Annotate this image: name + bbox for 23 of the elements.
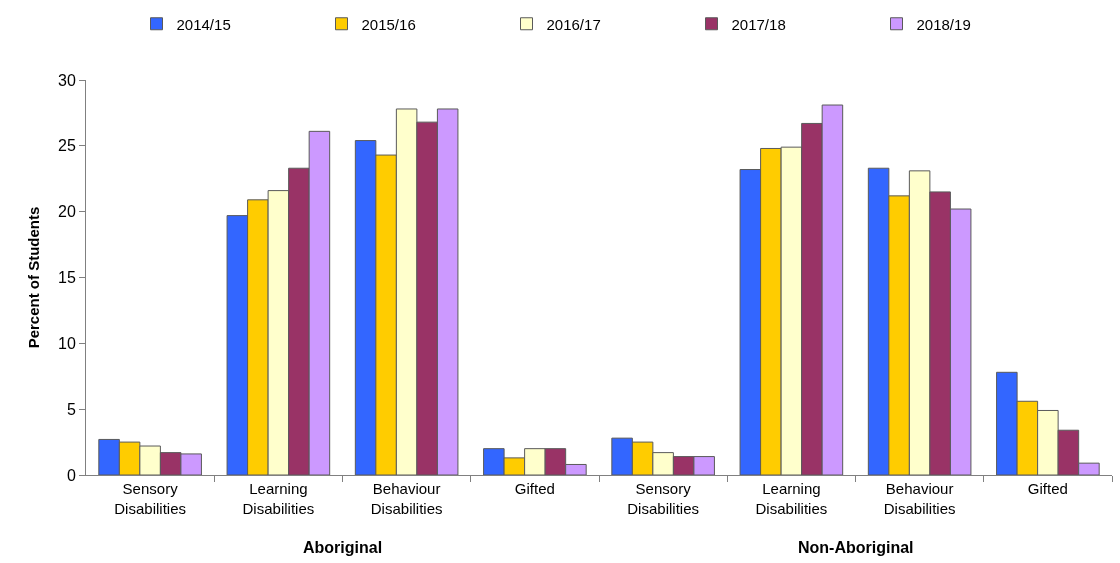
- legend-label: 2018/19: [916, 15, 971, 33]
- x-tick-label: Learning Disabilities: [242, 480, 315, 517]
- x-tick-label: Behaviour Disabilities: [883, 480, 956, 517]
- x-tick-label: Sensory Disabilities: [114, 480, 186, 517]
- legend-label: 2016/17: [546, 15, 601, 33]
- y-tick-label: 10: [58, 334, 76, 352]
- x-tick-label: Sensory Disabilities: [627, 480, 699, 517]
- x-tick-label: Gifted: [514, 480, 555, 497]
- y-axis-title: Percent of Students: [25, 206, 43, 349]
- y-tick-label: 25: [58, 137, 76, 155]
- legend-label: 2014/15: [176, 15, 231, 33]
- y-tick-label: 0: [66, 466, 76, 484]
- x-tick-label: Gifted: [1027, 480, 1068, 497]
- legend-label: 2017/18: [731, 15, 786, 33]
- y-tick-label: 20: [58, 203, 76, 221]
- y-tick-label: 30: [58, 71, 76, 89]
- y-tick-label: 5: [66, 400, 76, 418]
- x-tick-label: Behaviour Disabilities: [370, 480, 443, 517]
- legend-label: 2015/16: [361, 15, 416, 33]
- text: Non-Aboriginal: [798, 539, 914, 556]
- x-tick-label: Learning Disabilities: [755, 480, 828, 517]
- text: Aboriginal: [303, 539, 383, 556]
- y-tick-label: 15: [58, 269, 76, 287]
